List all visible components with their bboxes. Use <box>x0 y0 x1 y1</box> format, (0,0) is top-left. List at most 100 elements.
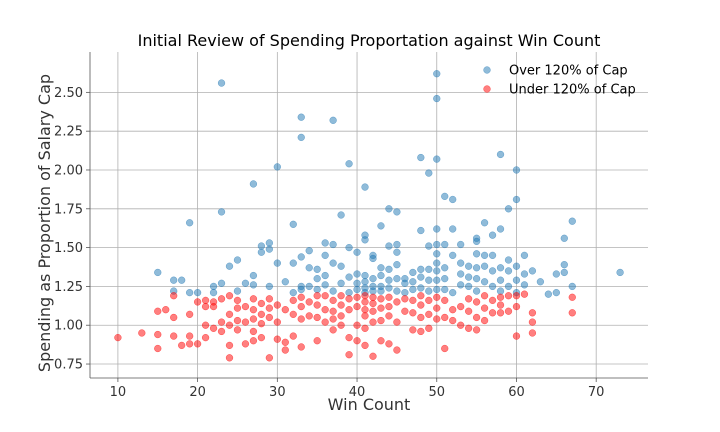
scatter-point <box>241 302 250 311</box>
scatter-point <box>409 326 417 334</box>
scatter-point <box>178 341 186 350</box>
scatter-point <box>504 267 513 275</box>
scatter-point <box>457 281 465 289</box>
scatter-point <box>193 340 202 348</box>
scatter-point <box>361 312 369 320</box>
scatter-point <box>241 340 250 348</box>
scatter-point <box>417 273 425 281</box>
scatter-point <box>337 312 345 320</box>
scatter-point <box>114 333 122 342</box>
scatter-point <box>385 284 393 292</box>
x-tick-label: 10 <box>110 385 127 400</box>
scatter-point <box>441 285 449 294</box>
scatter-point <box>265 354 274 362</box>
y-tick-label: 1.25 <box>54 280 83 295</box>
scatter-point <box>241 279 250 287</box>
scatter-point <box>488 282 497 291</box>
scatter-point <box>313 292 321 300</box>
scatter-point <box>361 292 369 300</box>
scatter-point <box>154 330 162 339</box>
x-tick-label: 20 <box>189 385 206 400</box>
scatter-point <box>369 352 377 360</box>
scatter-point <box>433 225 441 233</box>
scatter-point <box>233 287 242 295</box>
chart-title: Initial Review of Spending Proportation … <box>138 31 601 50</box>
scatter-point <box>138 329 146 337</box>
scatter-point <box>393 346 401 354</box>
scatter-point <box>217 79 226 87</box>
scatter-point <box>369 318 377 326</box>
scatter-point <box>417 301 425 309</box>
scatter-point <box>449 306 457 314</box>
scatter-point <box>560 261 568 269</box>
scatter-point <box>496 287 505 295</box>
scatter-point <box>225 292 234 300</box>
scatter-point <box>249 306 258 314</box>
scatter-point <box>185 288 194 297</box>
scatter-point <box>369 299 377 308</box>
scatter-point <box>321 271 329 280</box>
scatter-point <box>289 220 297 228</box>
scatter-point <box>225 321 234 329</box>
scatter-point <box>321 292 329 300</box>
scatter-point <box>170 276 178 284</box>
scatter-point <box>361 183 369 191</box>
scatter-point <box>289 288 297 297</box>
scatter-point <box>496 276 505 284</box>
scatter-point <box>313 301 321 309</box>
scatter-point <box>273 259 281 267</box>
scatter-point <box>321 318 329 326</box>
scatter-point <box>417 265 425 273</box>
scatter-point <box>568 217 576 225</box>
scatter-point <box>385 276 393 284</box>
x-tick-label: 30 <box>269 385 286 400</box>
scatter-point <box>353 285 361 294</box>
scatter-point <box>201 321 210 329</box>
scatter-point <box>457 270 465 278</box>
y-tick-label: 2.25 <box>54 125 83 140</box>
scatter-point <box>409 285 417 294</box>
scatter-point <box>568 282 576 291</box>
legend-label: Under 120% of Cap <box>509 83 636 98</box>
scatter-point <box>417 313 425 322</box>
scatter-point <box>361 278 369 286</box>
scatter-point <box>305 264 313 272</box>
scatter-point <box>289 332 297 340</box>
scatter-point <box>297 293 305 301</box>
scatter-point <box>170 292 178 300</box>
scatter-point <box>209 302 218 311</box>
scatter-point <box>520 251 529 260</box>
scatter-point <box>249 327 258 336</box>
scatter-point <box>504 205 513 213</box>
scatter-point <box>433 259 441 267</box>
scatter-point <box>393 248 401 256</box>
scatter-point <box>472 237 481 246</box>
scatter-point <box>552 288 560 297</box>
scatter-point <box>185 340 194 348</box>
scatter-point <box>162 306 170 314</box>
scatter-point <box>345 351 353 359</box>
scatter-point <box>393 208 401 216</box>
scatter-point <box>353 279 361 287</box>
scatter-point <box>472 287 481 295</box>
scatter-point <box>313 313 321 322</box>
scatter-point <box>361 298 369 306</box>
scatter-point <box>337 321 345 329</box>
scatter-point <box>425 310 433 319</box>
scatter-point <box>401 295 409 303</box>
scatter-point <box>265 295 274 303</box>
scatter-point <box>457 240 465 249</box>
scatter-point <box>305 282 313 291</box>
scatter-point <box>472 313 481 322</box>
scatter-point <box>337 292 345 300</box>
y-tick-label: 2.50 <box>54 86 83 101</box>
scatter-point <box>385 312 393 320</box>
scatter-point <box>560 234 568 242</box>
legend-marker <box>483 85 491 93</box>
scatter-point <box>401 307 409 315</box>
scatter-point <box>464 262 473 270</box>
scatter-point <box>353 337 361 345</box>
scatter-point <box>433 155 441 163</box>
scatter-point <box>425 287 433 295</box>
legend: Over 120% of Cap Under 120% of Cap <box>483 64 636 98</box>
